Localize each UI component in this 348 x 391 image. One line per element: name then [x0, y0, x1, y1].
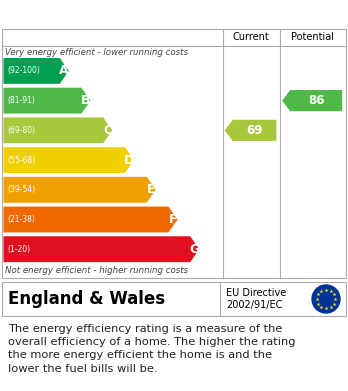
Text: England & Wales: England & Wales [8, 290, 165, 308]
Text: Energy Efficiency Rating: Energy Efficiency Rating [8, 7, 218, 22]
Text: G: G [190, 243, 200, 256]
Polygon shape [3, 147, 134, 173]
Text: Very energy efficient - lower running costs: Very energy efficient - lower running co… [6, 48, 189, 57]
Text: E: E [147, 183, 156, 196]
Text: (55-68): (55-68) [7, 156, 35, 165]
Text: C: C [103, 124, 112, 137]
Bar [2, 282, 346, 316]
Text: 69: 69 [246, 124, 263, 137]
Polygon shape [3, 117, 112, 143]
Polygon shape [3, 206, 177, 232]
Polygon shape [282, 90, 342, 111]
Text: B: B [81, 94, 91, 107]
Polygon shape [3, 58, 69, 84]
Text: A: A [60, 65, 69, 77]
Text: (21-38): (21-38) [7, 215, 35, 224]
Text: F: F [169, 213, 177, 226]
Text: D: D [124, 154, 135, 167]
Text: Not energy efficient - higher running costs: Not energy efficient - higher running co… [6, 266, 189, 275]
Text: The energy efficiency rating is a measure of the
overall efficiency of a home. T: The energy efficiency rating is a measur… [8, 324, 295, 373]
Text: EU Directive
2002/91/EC: EU Directive 2002/91/EC [226, 288, 286, 310]
Polygon shape [3, 236, 199, 262]
Text: (81-91): (81-91) [7, 96, 35, 105]
Text: (92-100): (92-100) [7, 66, 40, 75]
Text: Current: Current [232, 32, 269, 42]
Text: Potential: Potential [291, 32, 334, 42]
Polygon shape [3, 177, 156, 203]
Text: (69-80): (69-80) [7, 126, 35, 135]
Text: 86: 86 [308, 94, 324, 107]
Circle shape [312, 285, 340, 313]
Polygon shape [3, 88, 90, 113]
Polygon shape [225, 120, 276, 141]
Text: (1-20): (1-20) [7, 245, 31, 254]
Text: (39-54): (39-54) [7, 185, 36, 194]
